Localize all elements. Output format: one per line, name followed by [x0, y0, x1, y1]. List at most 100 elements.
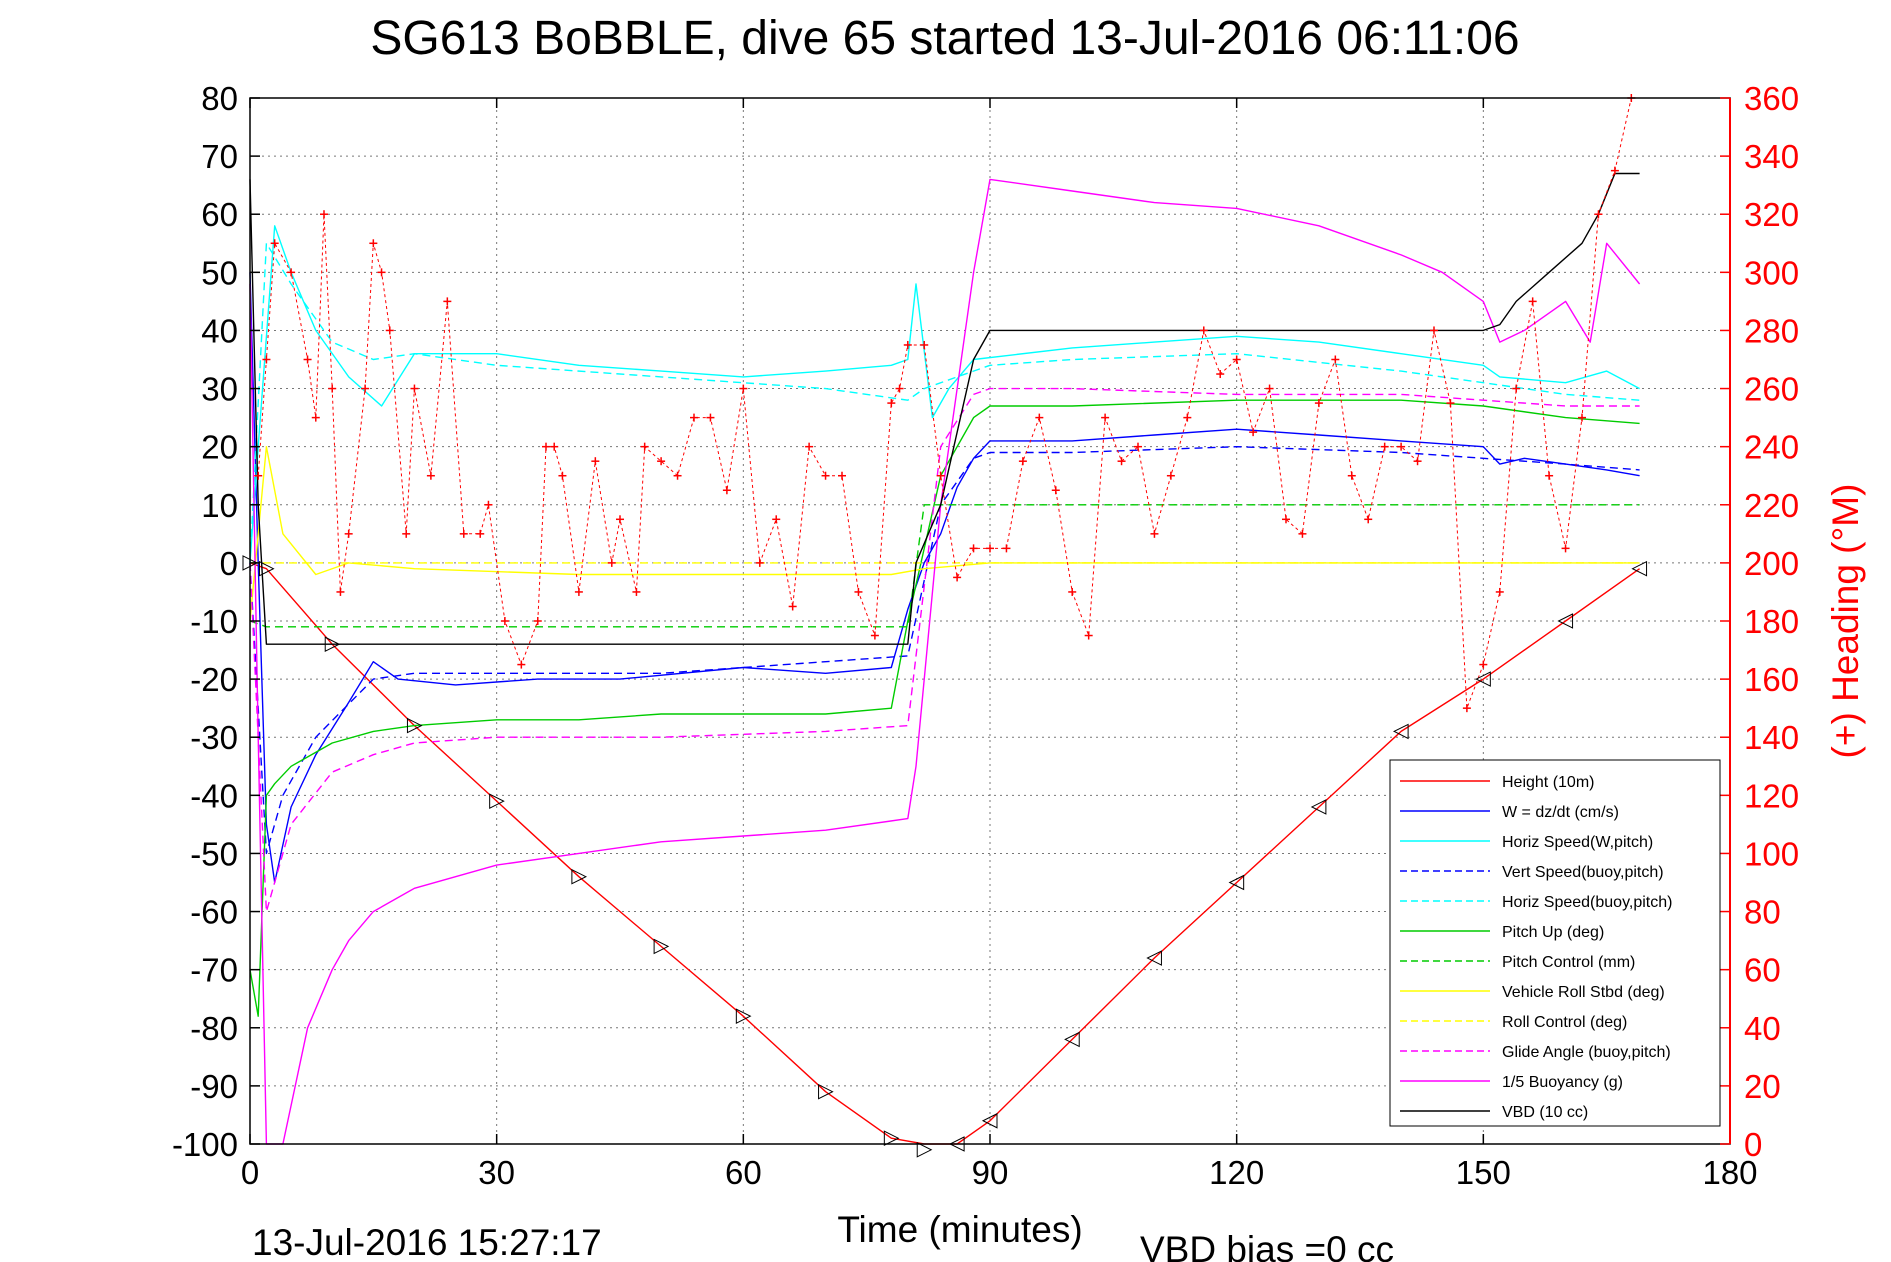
- x-tick-label: 0: [241, 1154, 259, 1191]
- y-tick-label: -60: [190, 894, 238, 931]
- footer-vbd-bias: VBD bias =0 cc: [1140, 1229, 1394, 1262]
- x-tick-label: 30: [478, 1154, 515, 1191]
- height-marker: [916, 1142, 933, 1158]
- heading-point: [1610, 166, 1619, 175]
- series-line-10: [249, 178, 1641, 1145]
- y-tick-label: 70: [201, 138, 238, 175]
- x-axis-ticks: 0 30 60 90 120 150 180: [241, 98, 1758, 1191]
- series-line-11: [249, 172, 1640, 645]
- height-marker: [653, 938, 670, 955]
- y-tick-label: 10: [201, 487, 238, 524]
- y-right-tick-label: 20: [1744, 1068, 1781, 1105]
- y-tick-label: 40: [201, 312, 238, 349]
- heading-trace: [257, 97, 1632, 709]
- legend-label-11: VBD (10 cc): [1502, 1104, 1588, 1121]
- y-tick-label: 20: [201, 429, 238, 466]
- height-marker: [883, 1130, 900, 1146]
- height-marker: [258, 560, 275, 577]
- y-right-tick-label: 160: [1744, 661, 1799, 698]
- legend-label-6: Pitch Control (mm): [1502, 954, 1635, 971]
- y-right-tick-label: 180: [1744, 603, 1799, 640]
- height-marker: [1310, 799, 1327, 815]
- y-right-tick-label: 340: [1744, 138, 1799, 175]
- heading-point: [895, 384, 904, 393]
- y-tick-label: 0: [220, 545, 238, 582]
- height-marker: [1392, 723, 1409, 740]
- y-right-tick-label: 140: [1744, 719, 1799, 756]
- legend-label-4: Horiz Speed(buoy,pitch): [1502, 894, 1672, 911]
- y-axis-right-label: (+) Heading (°M): [1825, 484, 1866, 759]
- height-marker: [324, 636, 341, 653]
- legend-label-0: Height (10m): [1502, 774, 1594, 791]
- y-right-tick-label: 360: [1744, 80, 1799, 117]
- y-right-tick-label: 120: [1744, 777, 1799, 814]
- legend-box: [1389, 759, 1721, 1127]
- y-tick-label: 50: [201, 254, 238, 291]
- y-tick-label: -100: [172, 1126, 238, 1163]
- y-right-tick-label: 200: [1744, 545, 1799, 582]
- x-tick-label: 180: [1702, 1154, 1757, 1191]
- heading-point: [1183, 413, 1192, 422]
- y-right-tick-label: 100: [1744, 835, 1799, 872]
- height-marker: [1228, 874, 1245, 891]
- x-axis-label: Time (minutes): [837, 1209, 1082, 1250]
- height-marker: [1475, 671, 1491, 687]
- legend-label-3: Vert Speed(buoy,pitch): [1502, 864, 1664, 881]
- legend-label-9: Glide Angle (buoy,pitch): [1502, 1044, 1671, 1061]
- height-marker: [406, 717, 423, 734]
- legend: Height (10m) W = dz/dt (cm/s) Horiz Speed(…: [1389, 759, 1721, 1127]
- y-axis-ticks: 80 70 60 50 40 30 20 10 0 -10 -20 -30 -40 -50 -60 -70 -8…: [172, 80, 260, 1163]
- heading-point: [1298, 529, 1307, 538]
- y-tick-label: 60: [201, 196, 238, 233]
- y-right-tick-label: 0: [1744, 1126, 1762, 1163]
- y-tick-label: -90: [190, 1068, 238, 1105]
- heading-point: [1117, 457, 1126, 466]
- y-right-tick-label: 300: [1744, 254, 1799, 291]
- height-marker: [1631, 560, 1648, 577]
- y-tick-label: -20: [190, 661, 238, 698]
- y-right-tick-label: 240: [1744, 429, 1799, 466]
- series-line-7: [249, 446, 1640, 622]
- height-marker: [489, 793, 505, 809]
- height-marker: [1557, 613, 1574, 629]
- y-tick-label: -70: [190, 952, 238, 989]
- legend-label-10: 1/5 Buoyancy (g): [1502, 1074, 1623, 1091]
- heading-point: [657, 457, 666, 466]
- y-right-tick-label: 60: [1744, 952, 1781, 989]
- heading-point: [690, 413, 698, 422]
- heading-point: [1364, 515, 1373, 524]
- heading-point: [1232, 355, 1241, 364]
- chart-title: SG613 BoBBLE, dive 65 started 13-Jul-201…: [370, 12, 1519, 65]
- y-right-tick-label: 280: [1744, 312, 1799, 349]
- height-marker: [981, 1112, 998, 1129]
- height-marker: [818, 1083, 834, 1100]
- x-tick-label: 60: [725, 1154, 762, 1191]
- height-marker: [571, 868, 588, 885]
- y-right-tick-label: 220: [1744, 487, 1799, 524]
- y-right-tick-label: 80: [1744, 894, 1781, 931]
- footer-date: 13-Jul-2016 15:27:17: [252, 1222, 602, 1262]
- y-tick-label: -80: [190, 1010, 238, 1047]
- y-tick-label: 30: [201, 371, 238, 408]
- x-tick-label: 120: [1209, 1154, 1264, 1191]
- y-tick-label: -40: [190, 777, 238, 814]
- legend-label-5: Pitch Up (deg): [1502, 924, 1604, 941]
- y-axis-right-ticks: 3603403203002802602402202001801601401201…: [1720, 80, 1799, 1163]
- height-marker: [1064, 1031, 1080, 1048]
- height-marker: [1146, 950, 1162, 966]
- series-line-5: [249, 399, 1640, 1017]
- y-right-tick-label: 320: [1744, 196, 1799, 233]
- y-right-tick-label: 40: [1744, 1010, 1781, 1047]
- heading-markers: [254, 94, 1636, 713]
- x-tick-label: 90: [972, 1154, 1009, 1191]
- series-line-2: [249, 225, 1640, 563]
- legend-label-2: Horiz Speed(W,pitch): [1502, 834, 1653, 851]
- y-tick-label: -10: [190, 603, 238, 640]
- height-marker: [735, 1008, 752, 1024]
- y-tick-label: -30: [190, 719, 238, 756]
- y-right-tick-label: 260: [1744, 371, 1799, 408]
- legend-label-7: Vehicle Roll Stbd (deg): [1502, 984, 1665, 1001]
- y-tick-label: 80: [201, 80, 238, 117]
- x-tick-label: 150: [1456, 1154, 1511, 1191]
